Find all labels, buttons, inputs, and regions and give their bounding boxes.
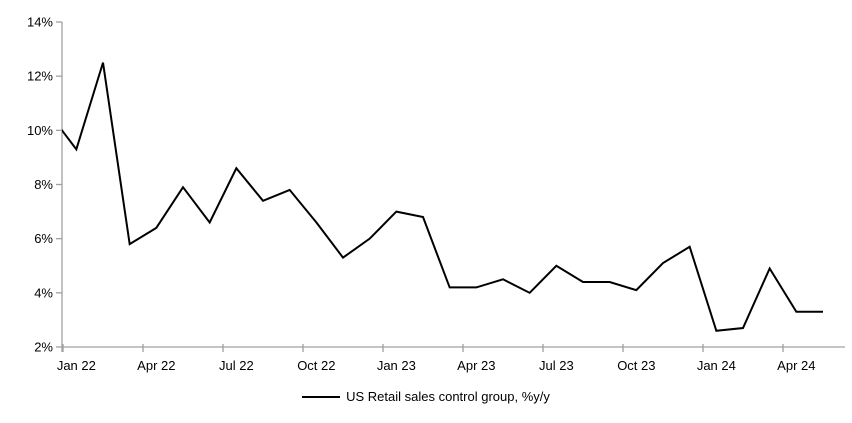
legend-line-swatch [302,395,341,398]
y-tick-label: 2% [34,340,53,355]
y-tick-label: 10% [27,123,53,138]
x-tick-label: Apr 22 [137,358,175,373]
y-tick-label: 6% [34,231,53,246]
x-tick-label: Jan 22 [57,358,96,373]
x-tick-label: Jan 23 [377,358,416,373]
legend: US Retail sales control group, %y/y [0,389,852,404]
y-tick-label: 12% [27,69,53,84]
data-line [62,62,824,332]
x-tick-label: Jul 22 [219,358,254,373]
x-tick-label: Jul 23 [539,358,574,373]
x-tick-label: Oct 23 [617,358,655,373]
legend-label: US Retail sales control group, %y/y [346,389,550,404]
x-tick-label: Jan 24 [697,358,736,373]
x-tick-label: Oct 22 [297,358,335,373]
y-tick-label: 8% [34,177,53,192]
y-tick-label: 14% [27,15,53,30]
y-tick-label: 4% [34,285,53,300]
x-tick-label: Apr 23 [457,358,495,373]
x-tick-label: Apr 24 [777,358,815,373]
